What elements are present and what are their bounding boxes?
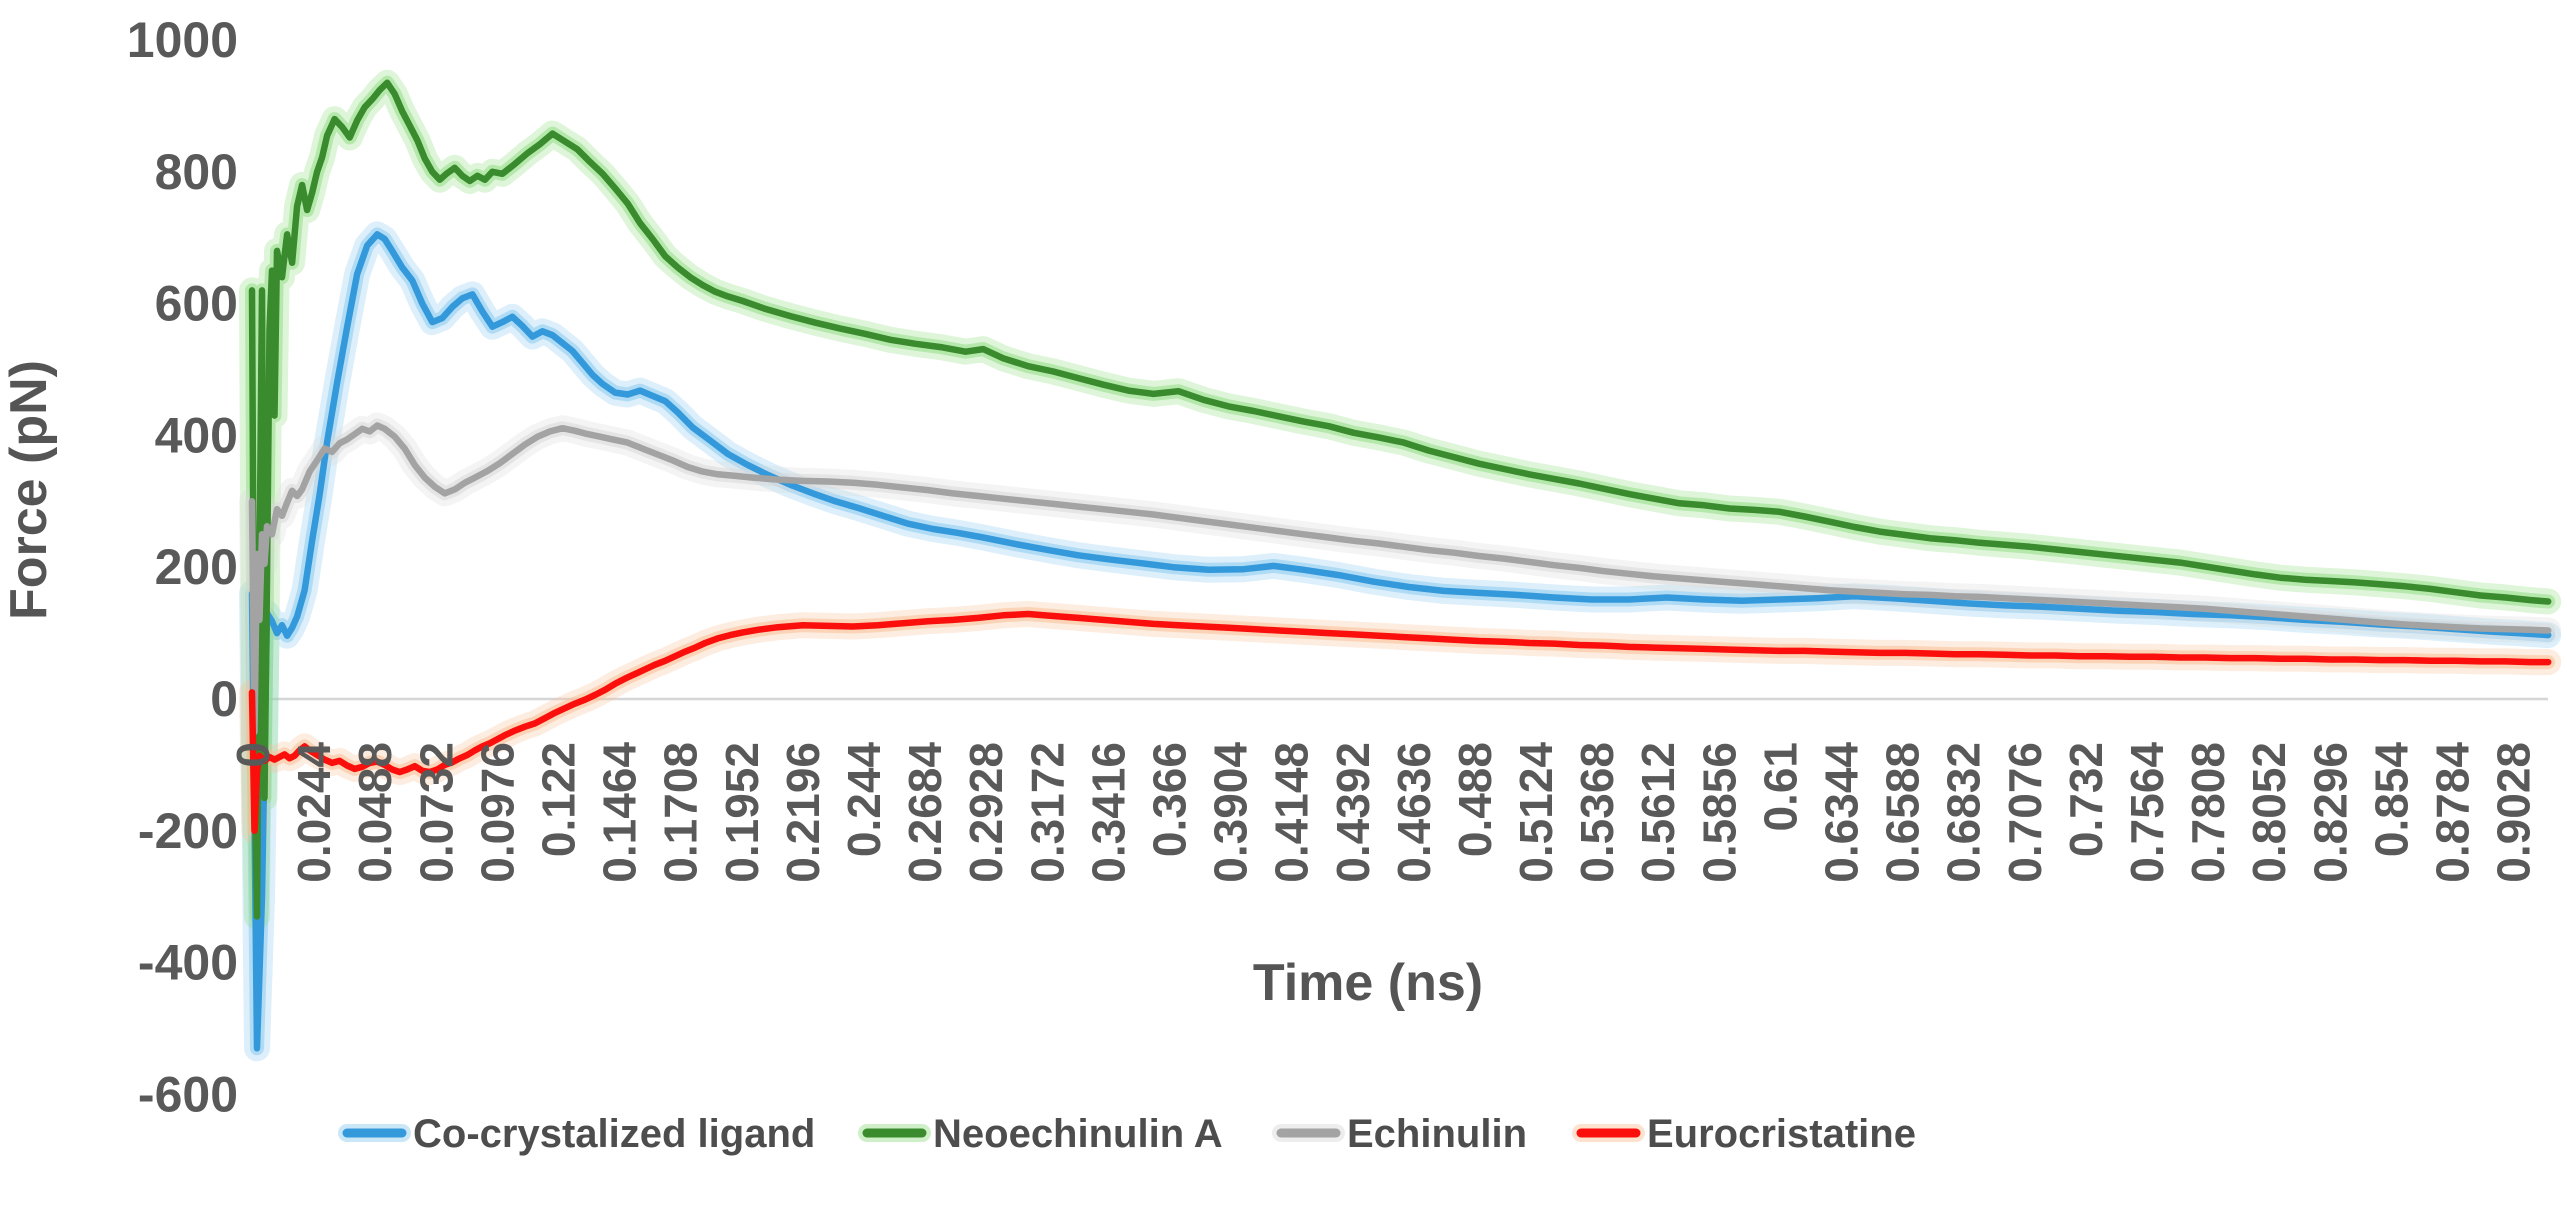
x-tick-label: 0.8052 [2243,742,2295,883]
y-tick-label: -200 [138,803,238,859]
y-tick-label: 400 [155,407,238,463]
legend-label: Echinulin [1347,1112,1527,1156]
y-tick-label: 0 [210,671,238,727]
x-tick-label: 0.5368 [1571,742,1623,883]
legend-item-neoechinulin-a: Neoechinulin A [858,1112,1223,1156]
x-tick-label: 0.4636 [1388,742,1440,883]
legend-item-eurocristatine: Eurocristatine [1572,1112,1916,1156]
x-tick-label: 0.1464 [594,742,646,883]
x-tick-label: 0.0488 [349,742,401,883]
legend-label: Neoechinulin A [933,1112,1223,1156]
y-axis-title: Force (pN) [0,360,58,620]
y-tick-label: 1000 [127,12,238,68]
x-tick-label: 0.366 [1143,742,1195,857]
x-tick-label: 0.0732 [410,742,462,883]
x-tick-label: 0.5856 [1693,742,1745,883]
x-tick-label: 0.2196 [777,742,829,883]
legend-label: Co-crystalized ligand [413,1112,815,1156]
x-axis-title: Time (ns) [1253,954,1483,1012]
x-tick-label: 0.3416 [1082,742,1134,883]
x-tick-label: 0.6832 [1938,742,1990,883]
y-tick-label: 600 [155,276,238,332]
x-tick-label: 0.488 [1449,742,1501,857]
x-tick-label: 0.6588 [1877,742,1929,883]
y-tick-label: 800 [155,144,238,200]
x-tick-label: 0 [227,742,279,768]
x-tick-label: 0.5124 [1510,742,1562,883]
x-tick-label: 0.8296 [2304,742,2356,883]
y-tick-label: -600 [138,1066,238,1122]
legend-item-echinulin: Echinulin [1272,1112,1527,1156]
x-tick-label: 0.2684 [899,742,951,883]
legend-item-co-crystalized-ligand: Co-crystalized ligand [338,1112,815,1156]
x-tick-label: 0.1952 [716,742,768,883]
y-tick-label: -400 [138,935,238,991]
x-tick-label: 0.3904 [1205,742,1257,883]
series-lines [248,79,2552,1052]
x-tick-label: 0.9028 [2488,742,2540,883]
legend-label: Eurocristatine [1647,1112,1916,1156]
x-tick-label: 0.0976 [471,742,523,883]
series-line-co-crystalized-ligand [248,231,2552,1052]
x-tick-label: 0.244 [838,742,890,858]
x-tick-label: 0.3172 [1021,742,1073,883]
x-tick-label: 0.6344 [1816,742,1868,883]
x-tick-label: 0.1708 [655,742,707,883]
x-tick-label: 0.61 [1754,742,1806,832]
x-tick-label: 0.4148 [1266,742,1318,883]
x-tick-label: 0.7564 [2121,742,2173,883]
y-tick-label: 200 [155,539,238,595]
x-tick-label: 0.7076 [1999,742,2051,883]
x-tick-label: 0.732 [2060,742,2112,857]
x-tick-label: 0.0244 [288,742,340,883]
series-line-echinulin [248,422,2552,736]
x-axis-tick-labels: 0 0.0244 0.0488 0.0732 0.0976 0.122 0.1464 0.17… [227,742,2540,883]
series-line-neoechinulin-a [248,79,2552,920]
x-tick-label: 0.5612 [1632,742,1684,883]
y-axis-tick-labels: 1000 800 600 400 200 0 -200 -400 -600 [127,12,238,1122]
x-tick-label: 0.854 [2365,742,2417,858]
x-tick-label: 0.7808 [2182,742,2234,883]
x-tick-label: 0.2928 [960,742,1012,883]
x-tick-label: 0.122 [532,742,584,857]
series-line-eurocristatine [248,610,2552,835]
legend: Co-crystalized ligand Neoechinulin A Ech… [338,1112,1916,1156]
x-tick-label: 0.4392 [1327,742,1379,883]
x-tick-label: 0.8784 [2427,742,2479,883]
